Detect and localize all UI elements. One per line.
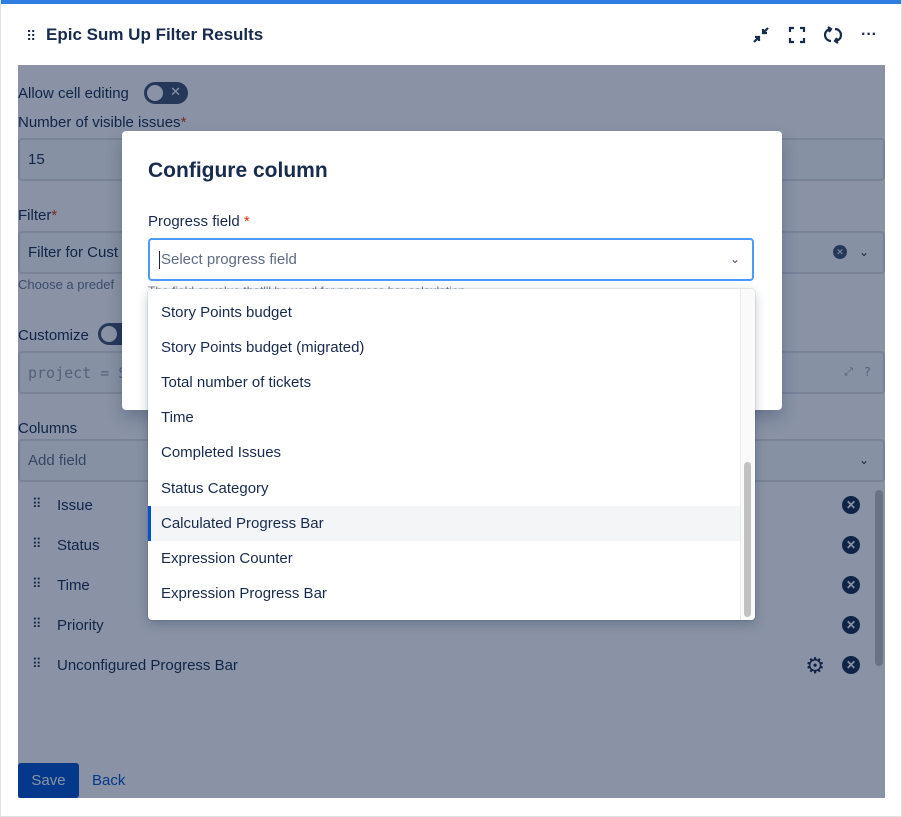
fullscreen-icon[interactable] [786, 24, 808, 46]
remove-icon[interactable]: ✕ [842, 656, 860, 674]
menu-option[interactable]: Story Points budget [161, 304, 292, 321]
refresh-icon[interactable] [822, 24, 844, 46]
gear-icon[interactable]: ⚙ [805, 653, 825, 678]
help-icon[interactable]: ? [863, 365, 871, 379]
menu-option-highlighted[interactable]: Calculated Progress Bar [148, 506, 740, 541]
visible-issues-label: Number of visible issues* [18, 114, 187, 131]
column-row[interactable]: ⠿ Time ✕ [18, 566, 885, 606]
remove-icon[interactable]: ✕ [842, 576, 860, 594]
menu-option[interactable]: Total number of tickets [161, 374, 312, 391]
drag-handle-icon[interactable]: ⠿ [32, 496, 41, 511]
menu-option[interactable]: Status Category [161, 480, 269, 497]
remove-icon[interactable]: ✕ [842, 616, 860, 634]
menu-scrollbar[interactable] [740, 289, 755, 620]
drag-handle-icon[interactable]: ⠿ [32, 616, 41, 631]
filter-label: Filter* [18, 207, 58, 224]
chevron-down-icon[interactable]: ⌄ [858, 453, 869, 467]
scrollbar-thumb[interactable] [744, 462, 751, 617]
column-row[interactable]: ⠿ Status ✕ [18, 526, 885, 566]
top-accent-bar [0, 0, 902, 4]
drag-handle-icon[interactable]: ⠿ [32, 536, 41, 551]
column-row[interactable]: ⠿ Priority ✕ [18, 606, 885, 646]
gadget-title: Epic Sum Up Filter Results [46, 25, 264, 44]
chevron-down-icon[interactable]: ⌄ [729, 252, 740, 266]
progress-field-select[interactable]: Select progress field ⌄ [148, 238, 754, 281]
chevron-down-icon[interactable]: ⌄ [858, 245, 869, 259]
dialog-title: Configure column [148, 159, 328, 182]
progress-field-label: Progress field * [148, 213, 250, 230]
save-button[interactable]: Save [18, 763, 79, 798]
menu-option[interactable]: Expression Progress Bar [161, 585, 327, 602]
expand-icon[interactable]: ⤢ [844, 365, 853, 378]
back-link[interactable]: Back [92, 772, 126, 789]
drag-handle-icon[interactable]: ⠿ [32, 576, 41, 591]
gadget-header: ⠿ Epic Sum Up Filter Results ··· [0, 4, 902, 64]
allow-cell-editing-label: Allow cell editing [18, 85, 129, 102]
filter-helper: Choose a predef [18, 277, 115, 292]
clear-icon[interactable]: ✕ [833, 245, 847, 259]
menu-option[interactable]: Completed Issues [161, 444, 282, 461]
minimize-icon[interactable] [750, 24, 772, 46]
x-icon: ✕ [170, 84, 181, 99]
allow-cell-editing-toggle[interactable]: ✕ [144, 82, 188, 104]
more-icon[interactable]: ··· [861, 26, 877, 43]
remove-icon[interactable]: ✕ [842, 496, 860, 514]
menu-option[interactable]: Time [161, 409, 194, 426]
drag-handle-icon[interactable]: ⠿ [26, 28, 36, 44]
drag-handle-icon[interactable]: ⠿ [32, 656, 41, 671]
menu-option[interactable]: Story Points budget (migrated) [161, 339, 365, 356]
columns-label: Columns [18, 420, 78, 437]
column-row[interactable]: ⠿ Unconfigured Progress Bar ⚙ ✕ [18, 646, 885, 686]
menu-option[interactable]: Expression Counter [161, 550, 293, 567]
column-row[interactable]: ⠿ Issue ✕ [18, 486, 885, 526]
columns-scrollbar[interactable] [875, 490, 883, 666]
remove-icon[interactable]: ✕ [842, 536, 860, 554]
progress-field-menu: Story Points budget Story Points budget … [148, 289, 755, 620]
customize-label: Customize [18, 327, 89, 344]
